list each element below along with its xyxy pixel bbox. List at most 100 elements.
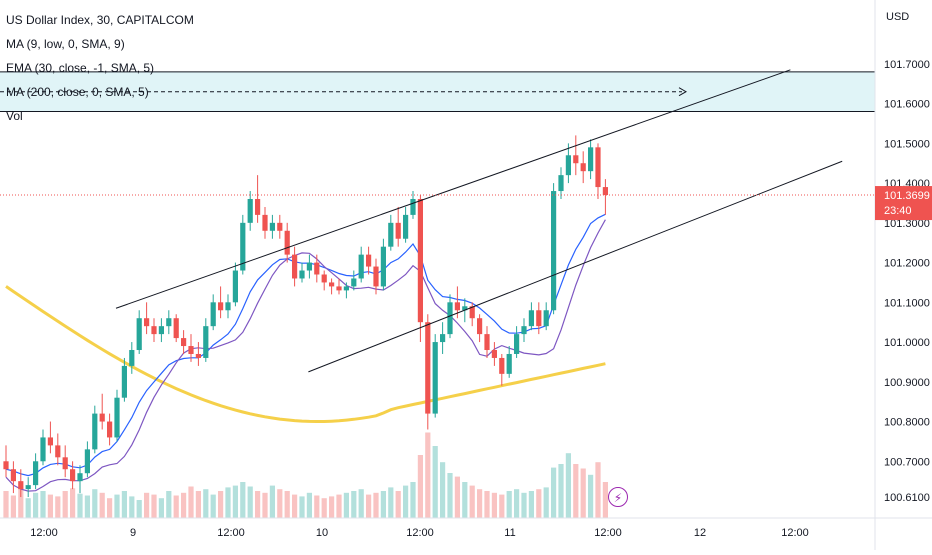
volume-bar — [602, 482, 608, 518]
candle-body — [299, 270, 305, 279]
ema30-line — [5, 213, 606, 477]
x-tick-label: 12:00 — [30, 527, 58, 539]
volume-bar — [129, 496, 135, 518]
candle-body — [514, 334, 520, 354]
volume-bar — [528, 491, 534, 518]
x-tick-label: 12 — [694, 527, 706, 539]
y-tick-label: 101.5000 — [884, 138, 930, 150]
volume-bar — [336, 494, 342, 518]
candle-body — [173, 318, 179, 339]
candle-body — [588, 147, 594, 172]
legend-symbol[interactable]: US Dollar Index, 30, CAPITALCOM — [6, 13, 194, 27]
candle-body — [84, 449, 90, 474]
volume-bar — [454, 476, 460, 518]
candle-body — [558, 175, 564, 192]
arrow-icon — [678, 87, 688, 97]
volume-bar — [373, 492, 379, 518]
volume-bar — [188, 486, 194, 518]
x-tick-label: 12:00 — [406, 527, 434, 539]
volume-bar — [232, 485, 238, 518]
legend-ma9[interactable]: MA (9, low, 0, SMA, 9) — [6, 37, 125, 51]
volume-bar — [536, 489, 542, 518]
volume-bar — [329, 496, 335, 518]
currency-label: USD — [886, 11, 909, 23]
volume-bar — [595, 462, 601, 518]
candle-body — [107, 421, 113, 438]
volume-bar — [77, 493, 83, 518]
volume-bar — [33, 492, 39, 518]
candle-body — [218, 302, 224, 311]
candle-body — [55, 445, 61, 458]
candle-body — [543, 310, 549, 327]
volume-bar — [40, 491, 46, 518]
x-tick-label: 12:00 — [781, 527, 809, 539]
candle-body — [410, 198, 416, 215]
candle-body — [469, 306, 475, 319]
y-tick-label: 100.7000 — [884, 456, 930, 468]
price-badge-countdown: 23:40 — [884, 205, 912, 217]
volume-bar — [299, 496, 305, 518]
candle-body — [240, 222, 246, 271]
volume-bar — [70, 488, 76, 518]
volume-bar — [425, 432, 431, 518]
candle-body — [366, 254, 372, 267]
legend-vol[interactable]: Vol — [6, 109, 23, 123]
candle-body — [565, 155, 571, 176]
candle-body — [232, 270, 238, 303]
candle-body — [484, 334, 490, 351]
candle-body — [292, 254, 298, 279]
legend-ema30[interactable]: EMA (30, close, -1, SMA, 5) — [6, 61, 155, 75]
candle-body — [351, 278, 357, 287]
candle-body — [144, 318, 150, 327]
candle-body — [277, 222, 283, 231]
volume-bar — [514, 489, 520, 518]
volume-bar — [284, 491, 290, 518]
volume-bar — [462, 482, 468, 518]
volume-bar — [84, 495, 90, 518]
y-tick-label: 101.1000 — [884, 297, 930, 309]
volume-bar — [181, 492, 187, 518]
volume-bar — [499, 494, 505, 518]
volume-bar — [440, 462, 446, 518]
candle-body — [247, 198, 253, 223]
volume-bar — [410, 482, 416, 518]
candle-body — [595, 147, 601, 188]
volume-bar — [203, 489, 209, 518]
volume-bar — [573, 464, 579, 518]
candle-body — [158, 326, 164, 335]
volume-bar — [210, 494, 216, 518]
candle-body — [284, 230, 290, 255]
candle-body — [210, 302, 216, 327]
candle-body — [454, 302, 460, 311]
volume-bar — [551, 467, 557, 518]
legend-ma200[interactable]: MA (200, close, 0, SMA, 5) — [6, 85, 149, 99]
volume-bar — [477, 489, 483, 518]
volume-bar — [55, 496, 61, 518]
candle-body — [358, 254, 364, 279]
lightning-icon[interactable]: ⚡ — [608, 487, 628, 507]
volume-bar — [255, 491, 261, 518]
candle-body — [306, 262, 312, 271]
candle-body — [129, 350, 135, 366]
candle-body — [203, 326, 209, 358]
volume-bar — [99, 492, 105, 518]
trend-line-1 — [115, 69, 791, 309]
volume-bar — [417, 455, 423, 518]
candle-body — [25, 485, 31, 490]
volume-bar — [277, 489, 283, 518]
volume-bar — [47, 494, 53, 518]
volume-bar — [491, 492, 497, 518]
candle-body — [225, 302, 231, 311]
y-tick-label: 101.3000 — [884, 218, 930, 230]
candle-body — [47, 437, 53, 446]
volume-bar — [403, 485, 409, 518]
x-tick-label: 12:00 — [594, 527, 622, 539]
candle-body — [380, 246, 386, 287]
candle-body — [188, 346, 194, 354]
volume-bar — [521, 492, 527, 518]
volume-bar — [247, 486, 253, 518]
candle-body — [62, 457, 68, 470]
candle-body — [255, 198, 261, 215]
